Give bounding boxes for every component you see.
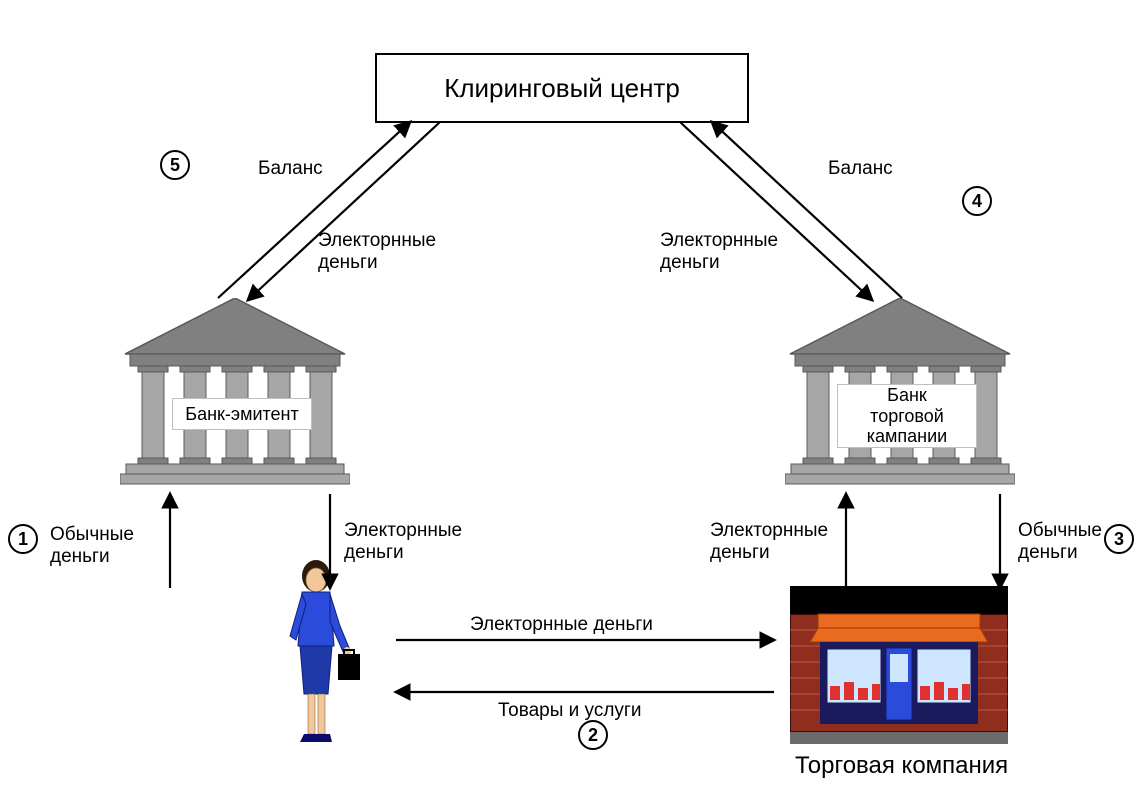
node-bank-merchant-label: Банк торговой кампании <box>867 385 947 447</box>
label-balance-right: Баланс <box>828 158 893 180</box>
label-emoney-left-vert: Электорнные деньги <box>344 520 462 564</box>
node-bank-merchant-label-box: Банк торговой кампании <box>837 384 977 448</box>
step-5: 5 <box>160 150 190 180</box>
node-bank-issuer-label-box: Банк-эмитент <box>172 398 312 430</box>
node-bank-merchant: Банк торговой кампании <box>785 298 1015 488</box>
diagram-canvas: Клиринговый центр <box>0 0 1135 805</box>
label-emoney-right-down: Электорнные деньги <box>660 230 778 274</box>
step-2: 2 <box>578 720 608 750</box>
label-emoney-mid: Электорнные деньги <box>470 614 653 636</box>
label-cash-left: Обычные деньги <box>50 524 134 568</box>
node-bank-issuer-label: Банк-эмитент <box>185 404 298 425</box>
step-3: 3 <box>1104 524 1134 554</box>
label-goods-mid: Товары и услуги <box>498 700 641 722</box>
step-1: 1 <box>8 524 38 554</box>
node-clearing-center: Клиринговый центр <box>375 53 749 123</box>
label-emoney-left-down: Электорнные деньги <box>318 230 436 274</box>
step-4-label: 4 <box>972 191 982 212</box>
node-clearing-center-label: Клиринговый центр <box>444 73 680 104</box>
node-shop-label: Торговая компания <box>795 752 1008 780</box>
step-5-label: 5 <box>170 155 180 176</box>
step-3-label: 3 <box>1114 529 1124 550</box>
node-person <box>272 558 362 755</box>
step-2-label: 2 <box>588 725 598 746</box>
node-shop <box>790 586 1008 749</box>
label-balance-left: Баланс <box>258 158 323 180</box>
node-bank-issuer: Банк-эмитент <box>120 298 350 488</box>
label-emoney-right-vert: Электорнные деньги <box>710 520 828 564</box>
step-4: 4 <box>962 186 992 216</box>
label-cash-right: Обычные деньги <box>1018 520 1102 564</box>
step-1-label: 1 <box>18 529 28 550</box>
